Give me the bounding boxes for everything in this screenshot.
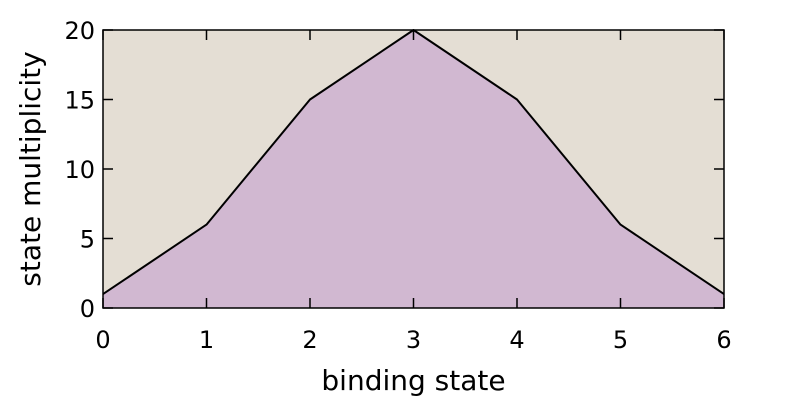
x-tick-label: 2: [302, 326, 317, 354]
x-tick-label: 6: [716, 326, 731, 354]
y-tick-label: 5: [80, 226, 95, 254]
x-tick-label: 4: [509, 326, 524, 354]
x-tick-label: 5: [613, 326, 628, 354]
x-axis-label: binding state: [321, 364, 505, 397]
x-tick-label: 0: [95, 326, 110, 354]
plot-frame: [102, 29, 725, 309]
y-tick-label: 0: [80, 295, 95, 323]
y-axis-label: state multiplicity: [14, 51, 47, 286]
x-tick-labels: 0 1 2 3 4 5 6: [95, 326, 731, 354]
y-tick-labels: 0 5 10 15 20: [64, 17, 95, 323]
x-tick-label: 1: [199, 326, 214, 354]
y-tick-label: 10: [64, 156, 95, 184]
y-tick-label: 15: [64, 87, 95, 115]
x-tick-label: 3: [406, 326, 421, 354]
area-fill: [103, 30, 724, 308]
y-tick-label: 20: [64, 17, 95, 45]
